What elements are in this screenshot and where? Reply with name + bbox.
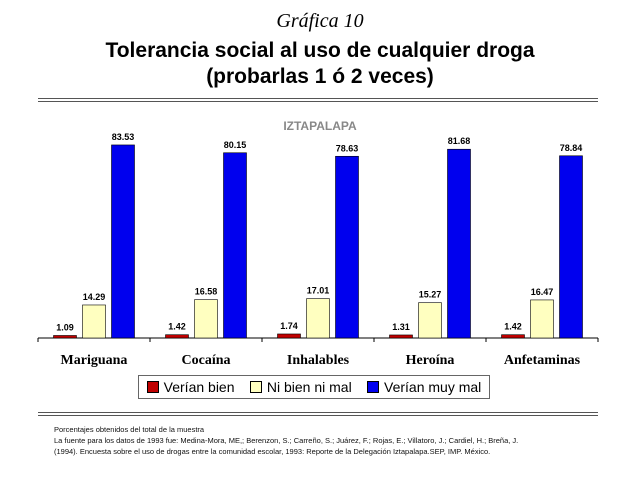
chart-legend: Verían bien Ni bien ni mal Verían muy ma… xyxy=(138,375,490,399)
x-tick-label: Mariguana xyxy=(61,353,128,368)
legend-item-verian-bien: Verían bien xyxy=(146,379,235,395)
source-notes: Porcentajes obtenidos del total de la mu… xyxy=(54,424,614,457)
bar-verian-bien xyxy=(389,334,413,339)
top-rule-2 xyxy=(38,101,598,102)
x-tick-label: Inhalables xyxy=(287,353,350,368)
x-tick-label: Anfetaminas xyxy=(504,353,581,368)
note-line-2: La fuente para los datos de 1993 fue: Me… xyxy=(54,436,519,445)
data-label: 16.58 xyxy=(195,287,218,297)
bar-verian-muy-mal xyxy=(447,148,471,339)
bar-chart: IZTAPALAPA 1.09 14.29 83.53 Mariguana 1.42 16.… xyxy=(37,119,599,368)
bar-verian-bien xyxy=(277,333,301,339)
top-rule xyxy=(38,98,598,99)
data-label: 80.15 xyxy=(224,140,247,150)
data-label: 1.09 xyxy=(56,322,74,332)
bar-ni-bien-ni-mal xyxy=(530,299,554,339)
note-line-3: (1994). Encuesta sobre el uso de drogas … xyxy=(54,447,491,456)
data-label: 16.47 xyxy=(531,287,554,297)
title-line-1: Tolerancia social al uso de cualquier dr… xyxy=(105,39,535,62)
chart-subtitle: IZTAPALAPA xyxy=(283,119,357,133)
legend-label: Verían muy mal xyxy=(384,379,482,395)
bar-verian-muy-mal xyxy=(223,152,247,339)
data-label: 78.84 xyxy=(560,143,583,153)
data-label: 14.29 xyxy=(83,292,106,302)
bar-verian-bien xyxy=(165,334,189,339)
data-label: 15.27 xyxy=(419,290,442,300)
legend-label: Verían bien xyxy=(163,379,235,395)
figure-number: Gráfica 10 xyxy=(276,10,364,32)
data-label: 1.42 xyxy=(168,322,186,332)
bar-verian-muy-mal xyxy=(335,155,359,339)
data-label: 1.42 xyxy=(504,322,522,332)
data-label: 83.53 xyxy=(112,132,135,142)
title-line-2: (probarlas 1 ó 2 veces) xyxy=(206,65,434,88)
bar-verian-muy-mal xyxy=(111,144,135,339)
bar-verian-bien xyxy=(53,335,77,339)
data-label: 78.63 xyxy=(336,143,359,153)
data-label: 81.68 xyxy=(448,136,471,146)
bar-ni-bien-ni-mal xyxy=(194,299,218,339)
data-label: 1.31 xyxy=(392,322,410,332)
legend-item-ni-bien-ni-mal: Ni bien ni mal xyxy=(249,379,352,395)
bar-verian-muy-mal xyxy=(559,155,583,339)
x-tick-label: Heroína xyxy=(406,353,455,368)
legend-item-verian-muy-mal: Verían muy mal xyxy=(367,379,481,395)
data-label: 17.01 xyxy=(307,286,330,296)
bar-verian-bien xyxy=(501,334,525,339)
legend-swatch xyxy=(146,381,159,393)
chart-main-title: Tolerancia social al uso de cualquier dr… xyxy=(0,38,640,90)
bottom-rule xyxy=(38,412,598,413)
legend-swatch xyxy=(249,381,262,393)
data-label: 1.74 xyxy=(280,321,298,331)
bar-ni-bien-ni-mal xyxy=(82,304,106,339)
x-tick-label: Cocaína xyxy=(182,353,231,368)
bottom-rule-2 xyxy=(38,415,598,416)
bar-ni-bien-ni-mal xyxy=(418,302,442,339)
bar-ni-bien-ni-mal xyxy=(306,298,330,339)
note-line-1: Porcentajes obtenidos del total de la mu… xyxy=(54,425,205,434)
legend-swatch xyxy=(367,381,380,393)
legend-label: Ni bien ni mal xyxy=(266,379,352,395)
